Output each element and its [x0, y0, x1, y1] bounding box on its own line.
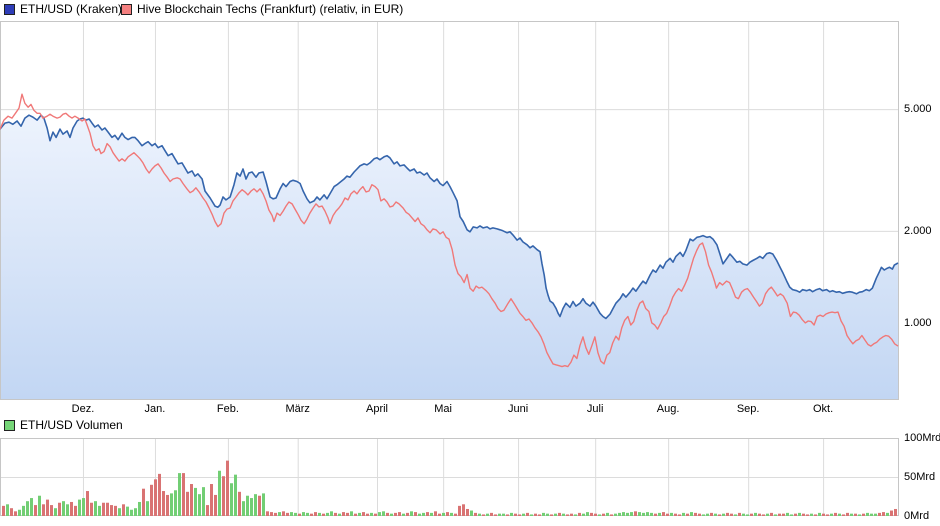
price-axis-tick-label: 5.000: [904, 103, 932, 116]
volume-chart-canvas: [0, 438, 899, 516]
month-tick-label: März: [285, 403, 310, 415]
price-chart-canvas: [0, 21, 899, 400]
month-tick-label: Juli: [586, 403, 604, 415]
month-tick-label: Mai: [434, 403, 453, 415]
volume-axis-tick-label: 0Mrd: [904, 510, 930, 522]
month-tick-label: Okt.: [812, 403, 834, 415]
month-tick-label: Aug.: [656, 403, 680, 415]
legend-item-eth: ETH/USD (Kraken): [4, 3, 122, 16]
legend-item-volume: ETH/USD Volumen: [4, 419, 123, 432]
eth-legend-swatch-icon: [4, 4, 15, 15]
volume-legend-swatch-icon: [4, 420, 15, 431]
legend-item-hive: Hive Blockchain Techs (Frankfurt) (relat…: [121, 3, 403, 16]
price-axis-tick-label: 1.000: [904, 316, 932, 329]
hive-legend-swatch-icon: [121, 4, 132, 15]
eth-legend-label: ETH/USD (Kraken): [20, 2, 123, 16]
month-tick-label: Dez.: [71, 403, 95, 415]
month-tick-label: Feb.: [216, 403, 239, 415]
volume-legend-label: ETH/USD Volumen: [20, 418, 123, 432]
hive-legend-label: Hive Blockchain Techs (Frankfurt) (relat…: [137, 2, 404, 16]
month-tick-label: Sep.: [736, 403, 760, 415]
month-tick-label: April: [365, 403, 389, 415]
volume-axis-tick-label: 100Mrd: [904, 432, 940, 444]
month-tick-label: Juni: [507, 403, 529, 415]
price-axis-tick-label: 2.000: [904, 224, 932, 237]
volume-chart-legend: ETH/USD Volumen: [0, 419, 898, 433]
volume-axis-tick-label: 50Mrd: [904, 471, 936, 483]
month-tick-label: Jan.: [144, 403, 166, 415]
price-chart-legend: ETH/USD (Kraken) Hive Blockchain Techs (…: [0, 3, 898, 17]
